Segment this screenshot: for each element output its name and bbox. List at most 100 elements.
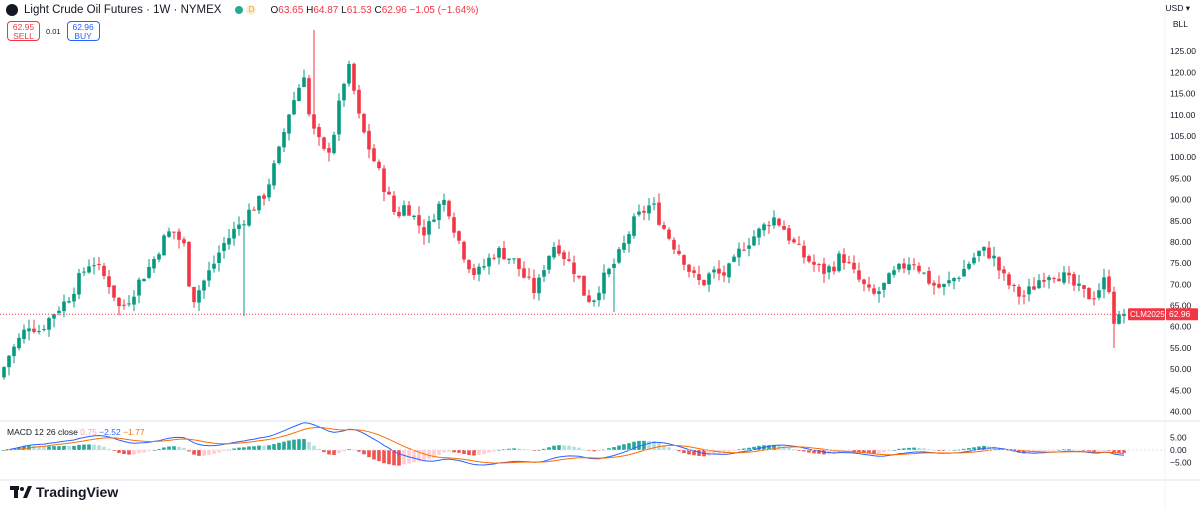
market-status[interactable]: D [235,5,257,15]
candle-body [342,83,346,101]
candle-body [612,263,616,268]
sell-button[interactable]: 62.95 SELL [7,21,40,41]
macd-legend[interactable]: MACD 12 26 close 0.75 −2.52 −1.77 [7,427,145,437]
candle-body [927,270,931,284]
macd-hist-bar [802,450,806,452]
candle-body [1077,283,1081,286]
candle-body [467,260,471,270]
macd-hist-bar [387,450,391,465]
macd-hist-bar [477,450,481,455]
macd-hist-bar [922,448,926,450]
candle-body [137,279,141,296]
macd-hist-bar [392,450,396,466]
macd-hist-bar [122,450,126,455]
candle-body [372,148,376,162]
candle-body [512,258,516,260]
macd-hist-bar [697,450,701,456]
candle-body [447,200,451,217]
candle-body [637,211,641,215]
macd-hist-bar [857,450,861,453]
candle-body [507,258,511,260]
candle-body [932,282,936,286]
macd-hist-bar [592,450,596,452]
macd-hist-bar [542,448,546,450]
candle-body [147,266,151,278]
candle-body [262,195,266,199]
macd-hist-bar [597,450,601,452]
candle-body [172,231,176,233]
macd-hist-bar [607,448,611,450]
candle-body [817,264,821,266]
macd-hist-bar [362,450,366,455]
macd-hist-bar [267,445,271,450]
tradingview-logo-icon [10,485,32,498]
macd-hist-bar [382,450,386,464]
macd-hist-bar [617,445,621,450]
candle-body [687,264,691,272]
unit-label: BLL [1172,19,1188,29]
macd-hist-bar [1017,450,1021,453]
candle-body [412,215,416,218]
macd-hist-bar [632,441,636,450]
macd-hist-bar [412,450,416,463]
candle-body [207,270,211,281]
candle-body [832,266,836,272]
currency-selector[interactable]: USD ▾ [1165,3,1190,13]
candle-body [157,254,161,260]
candle-body [737,248,741,258]
candle-body [922,272,926,274]
macd-hist-bar [72,445,76,450]
candle-body [127,303,131,305]
macd-hist-bar [622,444,626,450]
price-tick-label: 75.00 [1170,258,1192,268]
candle-body [837,253,841,272]
macd-hist-bar [742,448,746,450]
candle-body [307,78,311,115]
candle-body [1107,276,1111,293]
candle-body [132,296,136,305]
macd-hist-bar [1092,450,1096,452]
price-tick-label: 80.00 [1170,237,1192,247]
price-tick-label: 105.00 [1170,131,1196,141]
candle-body [762,224,766,231]
macd-hist-bar [447,450,451,452]
candle-body [417,215,421,226]
macd-hist-bar [192,450,196,455]
candle-body [317,127,321,138]
candle-body [777,218,781,226]
macd-hist-bar [772,444,776,450]
candle-body [852,262,856,270]
candle-body [1067,272,1071,276]
candle-body [842,254,846,263]
candle-body [487,257,491,267]
buy-button[interactable]: 62.96 BUY [66,21,100,41]
macd-hist-bar [302,439,306,450]
symbol-title[interactable]: Light Crude Oil Futures · 1W · NYMEX [24,4,222,16]
candle-body [652,203,656,205]
macd-hist-bar [817,450,821,454]
macd-hist-bar [877,450,881,454]
macd-hist-bar [147,450,151,452]
macd-hist-bar [992,446,996,450]
candle-body [327,148,331,153]
macd-hist-bar [492,450,496,452]
candle-body [97,263,101,265]
macd-hist-bar [52,446,56,450]
candle-body [167,231,171,237]
price-tick-label: 40.00 [1170,407,1192,417]
macd-hist-bar [87,444,91,450]
candle-body [272,163,276,186]
candle-body [337,100,341,135]
candle-body [502,248,506,260]
candle-body [547,255,551,270]
macd-hist-bar [242,447,246,450]
candle-body [482,266,486,268]
macd-hist-bar [537,449,541,451]
candle-body [657,202,661,225]
tradingview-logo[interactable]: TradingView [10,484,118,500]
candle-body [237,224,241,230]
candle-body [627,234,631,244]
macd-hist-bar [787,447,791,450]
candle-body [707,273,711,285]
